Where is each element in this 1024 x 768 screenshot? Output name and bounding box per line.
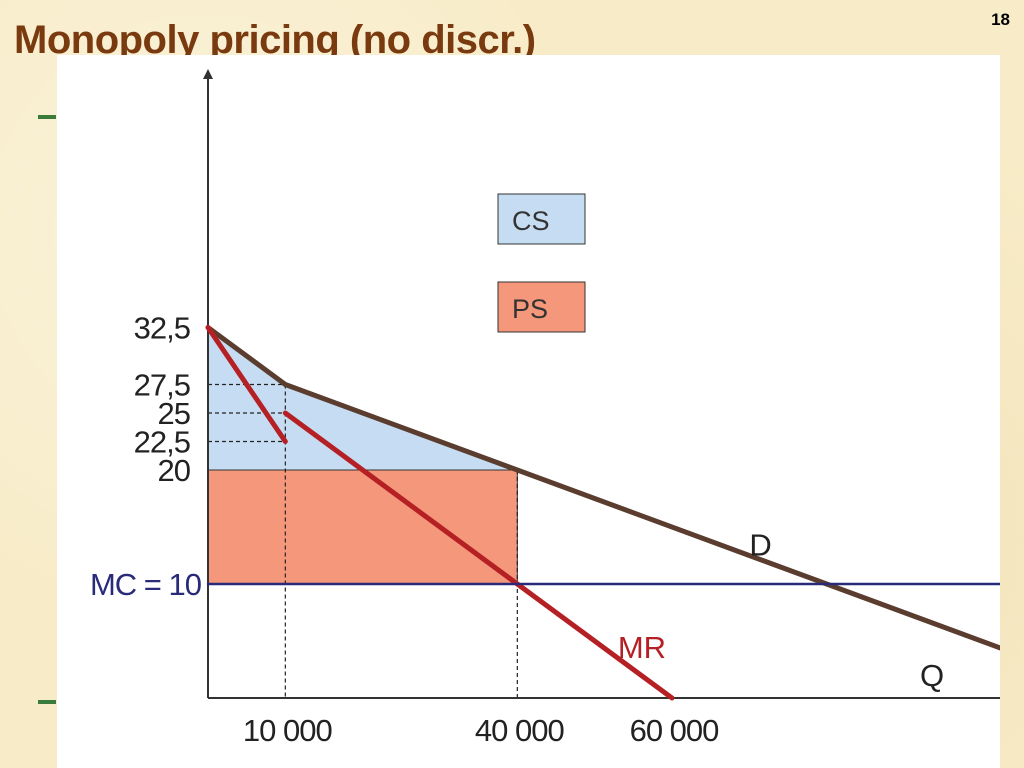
y-tick-label: 25 xyxy=(158,396,190,431)
series-label-mr: MR xyxy=(618,630,666,665)
legend-swatch-ps xyxy=(497,281,586,333)
y-tick-label: 20 xyxy=(158,453,191,488)
legend-label-cs: CS xyxy=(512,206,550,236)
series-mr-segment xyxy=(205,325,288,444)
slide-number: 18 xyxy=(991,10,1010,29)
slide-title: Monopoly pricing (no discr.) xyxy=(14,18,536,62)
series-label-d: D xyxy=(749,528,771,563)
x-axis-label: Q xyxy=(920,658,944,693)
x-tick-label: 10 000 xyxy=(243,713,333,748)
series-d-line xyxy=(205,325,1000,651)
series-mr-segment xyxy=(282,410,675,701)
x-tick-label: 60 000 xyxy=(630,713,720,748)
legend-swatch-cs xyxy=(497,193,586,245)
bullet-marker xyxy=(38,700,56,704)
bullet-marker xyxy=(38,115,56,119)
legend-label-ps: PS xyxy=(512,294,548,324)
y-tick-label: 27,5 xyxy=(134,368,190,403)
y-axis-arrow-icon xyxy=(203,69,213,79)
x-tick-label: 40 000 xyxy=(475,713,565,748)
mc-label: MC = 10 xyxy=(90,567,202,602)
ps-area xyxy=(208,470,518,584)
y-tick-label: 32,5 xyxy=(134,311,190,346)
y-tick-label: 22,5 xyxy=(134,425,190,460)
